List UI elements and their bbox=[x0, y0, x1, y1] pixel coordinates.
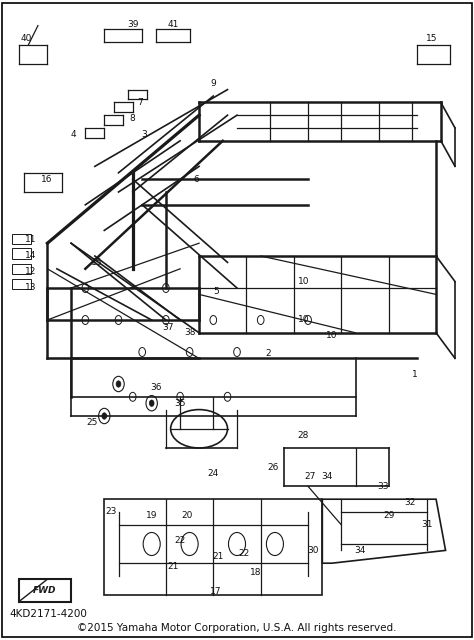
Text: 21: 21 bbox=[167, 562, 179, 571]
Text: FWD: FWD bbox=[33, 586, 57, 595]
Text: 19: 19 bbox=[146, 511, 157, 520]
Text: 15: 15 bbox=[426, 34, 437, 43]
Text: 15: 15 bbox=[91, 258, 103, 267]
Text: 20: 20 bbox=[182, 511, 193, 520]
Text: ©2015 Yamaha Motor Corporation, U.S.A. All rights reserved.: ©2015 Yamaha Motor Corporation, U.S.A. A… bbox=[77, 623, 397, 634]
Text: 34: 34 bbox=[355, 546, 366, 555]
Circle shape bbox=[102, 413, 107, 419]
Text: 5: 5 bbox=[213, 287, 219, 296]
Text: 3: 3 bbox=[142, 130, 147, 139]
Circle shape bbox=[116, 381, 121, 387]
Text: 24: 24 bbox=[208, 469, 219, 478]
Text: 9: 9 bbox=[210, 79, 216, 88]
Text: 14: 14 bbox=[25, 252, 36, 260]
Text: 34: 34 bbox=[321, 472, 333, 481]
Text: 10: 10 bbox=[298, 316, 309, 324]
Text: 21: 21 bbox=[212, 552, 224, 561]
Text: 30: 30 bbox=[307, 546, 319, 555]
Text: 7: 7 bbox=[137, 98, 143, 107]
Text: 27: 27 bbox=[305, 472, 316, 481]
Text: 18: 18 bbox=[250, 568, 262, 577]
Text: 13: 13 bbox=[25, 284, 36, 292]
Text: 29: 29 bbox=[383, 511, 394, 520]
Text: 12: 12 bbox=[25, 268, 36, 276]
Text: 10: 10 bbox=[298, 277, 309, 286]
Text: 32: 32 bbox=[404, 498, 416, 507]
Text: 1: 1 bbox=[412, 370, 418, 379]
Text: 22: 22 bbox=[174, 536, 186, 545]
Text: 38: 38 bbox=[184, 328, 195, 337]
Text: 6: 6 bbox=[194, 175, 200, 184]
Text: 16: 16 bbox=[41, 175, 52, 184]
Text: 17: 17 bbox=[210, 588, 221, 596]
Circle shape bbox=[149, 400, 154, 406]
Text: 26: 26 bbox=[267, 463, 278, 472]
Text: 41: 41 bbox=[167, 20, 179, 29]
Text: 2: 2 bbox=[265, 349, 271, 358]
Text: 8: 8 bbox=[130, 114, 136, 123]
Text: 39: 39 bbox=[127, 20, 138, 29]
Text: 10: 10 bbox=[326, 332, 337, 340]
Text: 25: 25 bbox=[87, 418, 98, 427]
Text: 28: 28 bbox=[298, 431, 309, 440]
Text: 33: 33 bbox=[377, 482, 389, 491]
Text: 37: 37 bbox=[163, 323, 174, 332]
Text: 31: 31 bbox=[421, 520, 432, 529]
Text: 40: 40 bbox=[20, 34, 32, 43]
Text: 36: 36 bbox=[151, 383, 162, 392]
Text: 4: 4 bbox=[71, 130, 76, 139]
Text: 35: 35 bbox=[174, 399, 186, 408]
Text: 22: 22 bbox=[238, 549, 250, 558]
Text: 23: 23 bbox=[106, 508, 117, 516]
Text: 11: 11 bbox=[25, 236, 36, 244]
Text: 4KD2171-4200: 4KD2171-4200 bbox=[9, 609, 87, 620]
